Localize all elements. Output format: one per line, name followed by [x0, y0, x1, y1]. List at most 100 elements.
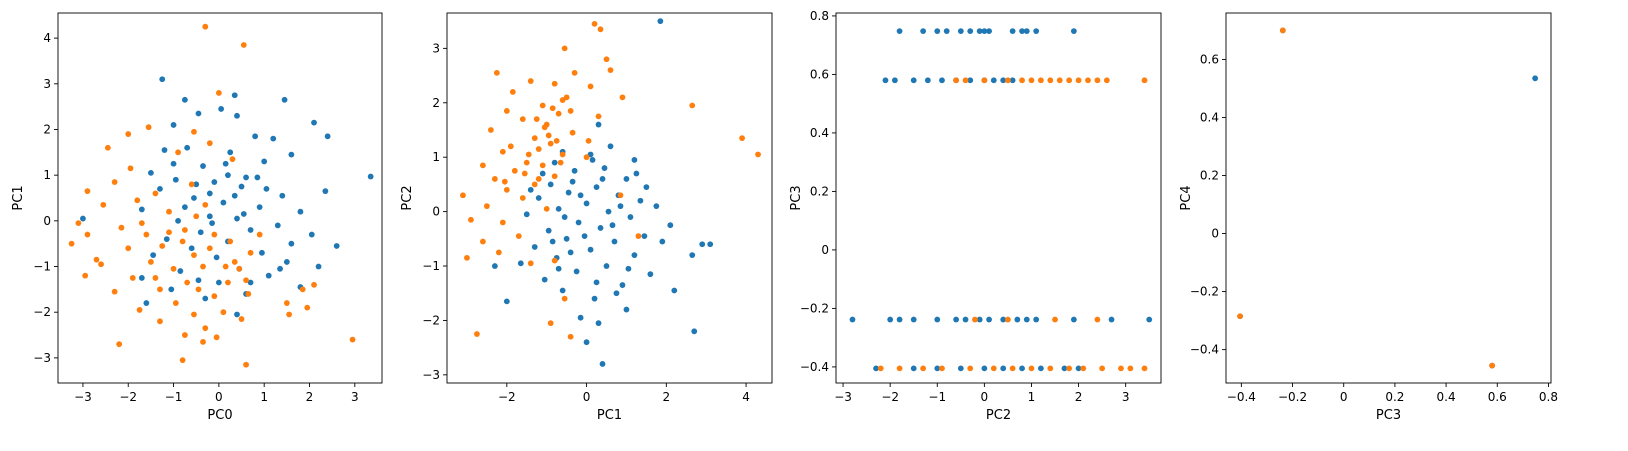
x-tick-label: 0 [981, 390, 989, 404]
data-point [617, 203, 624, 210]
data-point [111, 288, 118, 295]
data-point [953, 77, 960, 84]
data-point [129, 275, 136, 281]
x-tick-label: −0.4 [1227, 390, 1256, 404]
y-tick-label: 0.2 [810, 184, 829, 198]
data-point [637, 197, 644, 204]
data-point [659, 238, 666, 245]
data-point [555, 110, 562, 117]
data-point [595, 113, 602, 120]
data-point [689, 102, 696, 109]
data-point [920, 365, 927, 372]
x-tick-label: 0.4 [1437, 390, 1456, 404]
data-point [188, 181, 195, 188]
data-point [100, 201, 107, 208]
data-point [533, 116, 540, 123]
data-point [159, 243, 166, 249]
x-tick-label: 0 [1340, 390, 1348, 404]
data-point [288, 240, 295, 247]
x-tick-label: 3 [351, 390, 359, 404]
x-tick-label: 2 [663, 390, 671, 404]
data-point [170, 160, 177, 167]
data-point [240, 42, 247, 48]
data-point [195, 286, 202, 293]
data-point [976, 316, 983, 323]
data-point [609, 222, 616, 229]
data-point [591, 20, 598, 27]
data-point [689, 252, 696, 259]
x-tick-label: 0.6 [1488, 390, 1507, 404]
data-point [1489, 362, 1496, 369]
data-point [227, 238, 234, 245]
data-point [1094, 316, 1101, 323]
data-point [541, 276, 548, 283]
data-point [256, 231, 263, 238]
data-point [277, 265, 283, 272]
data-point [583, 339, 590, 346]
data-point [234, 112, 240, 119]
y-tick-label: 3 [43, 77, 51, 91]
data-point [211, 293, 218, 300]
data-point [1005, 77, 1011, 84]
data-point [547, 140, 554, 147]
data-point [299, 286, 306, 293]
data-point [283, 259, 290, 265]
data-point [631, 157, 638, 163]
data-point [539, 170, 546, 177]
axes-frame [1225, 12, 1552, 384]
data-point [551, 257, 558, 264]
data-point [611, 238, 618, 245]
data-point [200, 338, 206, 345]
data-point [166, 208, 172, 215]
data-point [211, 231, 218, 238]
data-point [240, 211, 247, 217]
data-point [247, 227, 254, 233]
data-point [333, 243, 340, 249]
data-point [1141, 77, 1148, 84]
data-point [1099, 365, 1106, 372]
data-point [531, 181, 538, 188]
data-point [631, 252, 638, 259]
data-point [181, 204, 188, 211]
data-point [170, 265, 177, 272]
data-point [619, 94, 626, 101]
data-point [259, 249, 265, 256]
data-point [571, 69, 578, 76]
x-tick-label: −0.2 [1278, 390, 1307, 404]
x-tick-label: −3 [834, 390, 852, 404]
data-point [986, 316, 992, 323]
data-point [599, 361, 606, 367]
axes-frame [835, 12, 1162, 384]
data-point [967, 28, 974, 35]
data-point [238, 316, 245, 322]
series-2 [877, 77, 1148, 372]
data-point [557, 159, 564, 166]
data-point [575, 219, 582, 226]
data-point [227, 149, 234, 156]
data-point [279, 192, 286, 199]
data-point [601, 165, 608, 171]
data-point [567, 333, 574, 340]
data-point [625, 265, 632, 272]
data-point [647, 271, 654, 278]
data-point [218, 106, 225, 112]
axes-frame [446, 12, 773, 384]
data-point [545, 132, 552, 139]
data-point [231, 92, 238, 99]
data-point [924, 77, 931, 84]
y-tick-label: −3 [33, 351, 51, 365]
data-point [145, 124, 152, 131]
data-point [523, 159, 530, 166]
data-point [503, 298, 510, 305]
x-tick-label: 4 [742, 390, 750, 404]
data-point [184, 279, 191, 286]
data-point [1070, 28, 1077, 35]
data-point [877, 365, 884, 372]
data-point [163, 236, 170, 243]
data-point [206, 190, 213, 197]
data-point [195, 277, 202, 284]
data-point [1028, 365, 1035, 372]
data-point [559, 97, 566, 103]
data-point [707, 241, 714, 248]
data-point [627, 214, 634, 220]
